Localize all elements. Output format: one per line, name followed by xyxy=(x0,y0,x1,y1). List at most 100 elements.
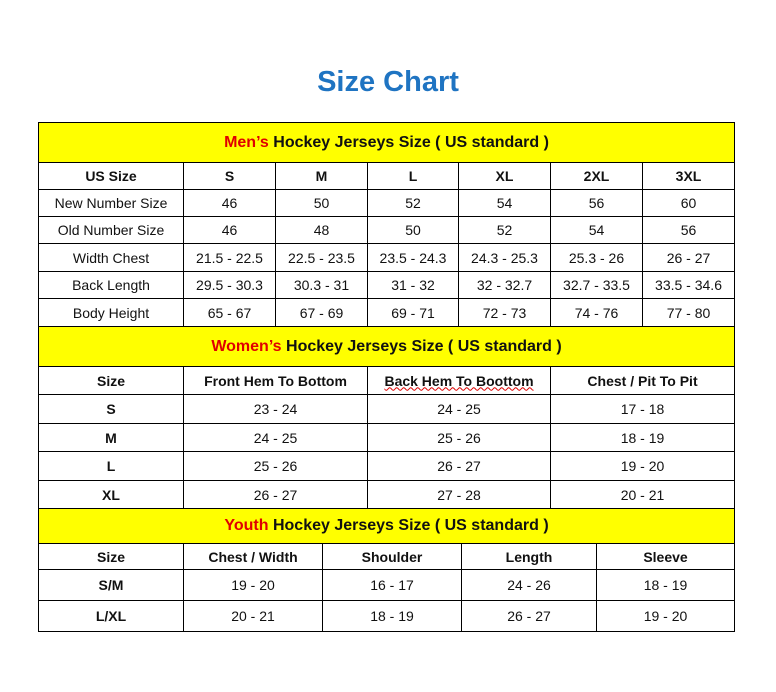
row-label: L/XL xyxy=(38,600,184,632)
table-cell: 26 - 27 xyxy=(641,243,736,272)
column-header: US Size xyxy=(38,162,184,190)
column-header: L xyxy=(367,162,459,190)
table-cell: 20 - 21 xyxy=(183,600,323,632)
table-cell: 56 xyxy=(641,216,736,244)
table-cell: 18 - 19 xyxy=(322,600,462,632)
table-cell: 24.3 - 25.3 xyxy=(458,243,551,272)
table-cell: 33.5 - 34.6 xyxy=(641,271,736,299)
row-label: New Number Size xyxy=(38,189,184,217)
column-header: Length xyxy=(461,543,597,570)
column-header: XL xyxy=(458,162,551,190)
table-cell: 18 - 19 xyxy=(595,569,736,601)
column-header: Shoulder xyxy=(322,543,462,570)
table-row: XL 26 - 27 27 - 28 20 - 21 xyxy=(38,480,736,509)
row-label: L xyxy=(38,451,184,481)
table-cell: 56 xyxy=(550,189,643,217)
table-cell: 25 - 26 xyxy=(367,423,551,452)
table-cell: 65 - 67 xyxy=(183,298,276,327)
table-cell: 20 - 21 xyxy=(549,480,736,509)
table-cell: 19 - 20 xyxy=(549,451,736,481)
table-row: Width Chest 21.5 - 22.5 22.5 - 23.5 23.5 - … xyxy=(38,243,736,272)
women-size-table: Women’s Hockey Jerseys Size ( US standar… xyxy=(37,326,736,509)
youth-size-table: Youth Hockey Jerseys Size ( US standard … xyxy=(37,508,736,632)
column-header: Chest / Pit To Pit xyxy=(549,366,736,395)
row-label: Back Length xyxy=(38,271,184,299)
row-label: Width Chest xyxy=(38,243,184,272)
table-cell: 16 - 17 xyxy=(322,569,462,601)
table-cell: 54 xyxy=(458,189,551,217)
heading-text: Hockey Jerseys Size ( US standard ) xyxy=(268,517,549,534)
table-row: L/XL 20 - 21 18 - 19 26 - 27 19 - 20 xyxy=(38,600,736,632)
table-row: New Number Size 46 50 52 54 56 60 xyxy=(38,189,736,217)
table-cell: 60 xyxy=(641,189,736,217)
table-cell: 77 - 80 xyxy=(641,298,736,327)
column-header: S xyxy=(183,162,276,190)
table-cell: 26 - 27 xyxy=(367,451,551,481)
column-header: Chest / Width xyxy=(183,543,323,570)
table-cell: 24 - 25 xyxy=(183,423,368,452)
table-cell: 21.5 - 22.5 xyxy=(183,243,276,272)
table-cell: 29.5 - 30.3 xyxy=(183,271,276,299)
table-cell: 19 - 20 xyxy=(183,569,323,601)
table-row: S 23 - 24 24 - 25 17 - 18 xyxy=(38,394,736,424)
heading-text: Hockey Jerseys Size ( US standard ) xyxy=(268,133,549,151)
row-label: M xyxy=(38,423,184,452)
table-cell: 46 xyxy=(183,216,276,244)
table-cell: 27 - 28 xyxy=(367,480,551,509)
table-cell: 72 - 73 xyxy=(458,298,551,327)
table-cell: 22.5 - 23.5 xyxy=(275,243,368,272)
table-cell: 31 - 32 xyxy=(367,271,459,299)
table-cell: 69 - 71 xyxy=(367,298,459,327)
table-cell: 26 - 27 xyxy=(461,600,597,632)
column-header: 3XL xyxy=(641,162,736,190)
table-cell: 52 xyxy=(458,216,551,244)
table-cell: 32.7 - 33.5 xyxy=(550,271,643,299)
table-cell: 74 - 76 xyxy=(550,298,643,327)
table-cell: 48 xyxy=(275,216,368,244)
table-cell: 30.3 - 31 xyxy=(275,271,368,299)
column-header: Size xyxy=(38,543,184,570)
table-row: Body Height 65 - 67 67 - 69 69 - 71 72 - 73 7… xyxy=(38,298,736,327)
row-label: Body Height xyxy=(38,298,184,327)
column-header: Sleeve xyxy=(595,543,736,570)
row-label: S/M xyxy=(38,569,184,601)
heading-category: Youth xyxy=(224,517,269,534)
youth-section-heading: Youth Hockey Jerseys Size ( US standard … xyxy=(37,508,736,544)
table-row: Old Number Size 46 48 50 52 54 56 xyxy=(38,216,736,244)
table-cell: 24 - 26 xyxy=(461,569,597,601)
women-section-heading: Women’s Hockey Jerseys Size ( US standar… xyxy=(37,326,736,367)
table-cell: 18 - 19 xyxy=(549,423,736,452)
men-section-heading: Men’s Hockey Jerseys Size ( US standard … xyxy=(37,122,736,163)
column-header: Front Hem To Bottom xyxy=(183,366,368,395)
table-cell: 46 xyxy=(183,189,276,217)
row-label: Old Number Size xyxy=(38,216,184,244)
table-cell: 50 xyxy=(275,189,368,217)
table-cell: 67 - 69 xyxy=(275,298,368,327)
table-cell: 32 - 32.7 xyxy=(458,271,551,299)
heading-category: Women’s xyxy=(211,337,282,355)
table-cell: 23 - 24 xyxy=(183,394,368,424)
column-header: Size xyxy=(38,366,184,395)
page-title: Size Chart xyxy=(317,66,459,98)
column-header: Back Hem To Boottom xyxy=(367,366,551,395)
heading-category: Men’s xyxy=(224,133,269,151)
row-label: S xyxy=(38,394,184,424)
table-row: Back Length 29.5 - 30.3 30.3 - 31 31 - 32 32… xyxy=(38,271,736,299)
table-row: M 24 - 25 25 - 26 18 - 19 xyxy=(38,423,736,452)
table-cell: 26 - 27 xyxy=(183,480,368,509)
table-cell: 19 - 20 xyxy=(595,600,736,632)
column-header: M xyxy=(275,162,368,190)
row-label: XL xyxy=(38,480,184,509)
table-row: S/M 19 - 20 16 - 17 24 - 26 18 - 19 xyxy=(38,569,736,601)
heading-text: Hockey Jerseys Size ( US standard ) xyxy=(281,337,562,355)
table-cell: 25 - 26 xyxy=(183,451,368,481)
column-header: 2XL xyxy=(550,162,643,190)
table-cell: 23.5 - 24.3 xyxy=(367,243,459,272)
table-row: L 25 - 26 26 - 27 19 - 20 xyxy=(38,451,736,481)
table-cell: 52 xyxy=(367,189,459,217)
table-cell: 17 - 18 xyxy=(549,394,736,424)
table-cell: 24 - 25 xyxy=(367,394,551,424)
table-cell: 25.3 - 26 xyxy=(550,243,643,272)
men-size-table: Men’s Hockey Jerseys Size ( US standard … xyxy=(37,122,736,327)
table-cell: 50 xyxy=(367,216,459,244)
